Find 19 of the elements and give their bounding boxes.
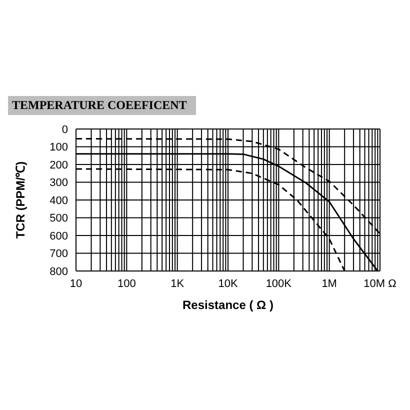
y-tick-label: 0 — [62, 124, 68, 136]
chart-title: TEMPERATURE COEEFICENT — [8, 96, 196, 115]
x-tick-label: 10K — [218, 278, 238, 290]
y-tick-label: 500 — [50, 212, 68, 225]
y-tick-label: 600 — [50, 230, 68, 242]
y-tick-label: 100 — [50, 142, 68, 154]
y-axis-title: TCR (PPM/℃) — [13, 161, 28, 239]
x-tick-label: 1K — [170, 278, 185, 290]
y-tick-label: 300 — [50, 177, 68, 190]
x-tick-label: 100 — [117, 278, 136, 290]
x-tick-label: 10 — [70, 278, 82, 290]
y-tick-label: 800 — [50, 266, 68, 278]
x-tick-label: 100K — [266, 278, 292, 290]
y-tick-label: 700 — [50, 248, 68, 260]
x-tick-label: 1M — [322, 278, 337, 290]
x-tick-label: 10M Ω — [364, 278, 396, 290]
y-tick-label: 400 — [50, 194, 68, 207]
y-tick-label: 200 — [50, 159, 68, 172]
x-axis-title: Resistance ( Ω ) — [182, 298, 274, 312]
